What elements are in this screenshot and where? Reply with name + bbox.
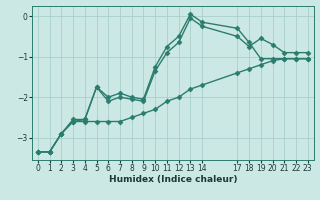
X-axis label: Humidex (Indice chaleur): Humidex (Indice chaleur) — [108, 175, 237, 184]
